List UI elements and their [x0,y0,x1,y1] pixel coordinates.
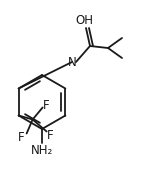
Text: NH₂: NH₂ [31,144,53,157]
Text: F: F [18,131,25,144]
Text: OH: OH [75,15,93,28]
Text: F: F [47,129,54,142]
Text: F: F [43,99,50,112]
Text: N: N [68,56,76,69]
